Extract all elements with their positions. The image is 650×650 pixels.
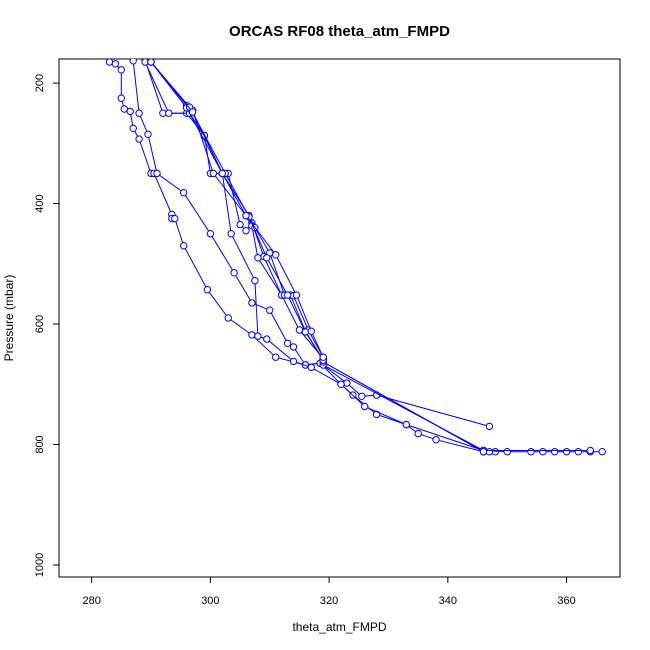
- data-point: [206, 230, 215, 238]
- data-point: [147, 59, 155, 66]
- data-point: [432, 436, 440, 444]
- data-point: [135, 135, 143, 143]
- y-tick-label: 800: [34, 435, 46, 453]
- data-point: [135, 109, 143, 117]
- data-point: [126, 107, 134, 116]
- data-point: [295, 326, 304, 334]
- series-8: [147, 59, 327, 361]
- data-point: [218, 169, 227, 178]
- data-point: [551, 448, 559, 456]
- data-point: [129, 59, 137, 65]
- series-line: [150, 61, 484, 453]
- data-point: [414, 429, 422, 438]
- axis-ticks: 280 300 320 340 360 200 400 600 800 1000: [34, 74, 576, 607]
- y-tick-label: 600: [34, 315, 46, 333]
- data-point: [263, 335, 271, 343]
- plot-frame: [58, 58, 621, 578]
- data-point: [242, 211, 250, 220]
- data-point: [479, 448, 488, 456]
- data-point: [248, 299, 256, 307]
- data-point: [117, 66, 126, 74]
- data-point: [230, 269, 238, 277]
- data-point: [343, 379, 351, 387]
- series-6: [147, 59, 488, 456]
- series-line: [109, 61, 496, 453]
- x-tick-label: 360: [557, 595, 575, 607]
- data-point: [319, 353, 327, 361]
- x-tick-label: 300: [201, 595, 219, 607]
- data-point: [263, 254, 271, 262]
- data-point: [180, 189, 188, 197]
- data-point: [307, 327, 315, 335]
- data-point: [254, 254, 262, 262]
- data-point: [129, 124, 137, 133]
- data-point: [117, 94, 126, 102]
- data-point: [171, 214, 179, 223]
- data-point: [361, 402, 369, 411]
- data-point: [224, 314, 232, 322]
- data-point: [307, 363, 315, 372]
- data-point: [598, 448, 606, 456]
- data-point: [203, 286, 212, 294]
- chart-title: ORCAS RF08 theta_atm_FMPD: [229, 23, 450, 40]
- data-point: [165, 109, 173, 117]
- series-line: [150, 61, 324, 358]
- data-point: [180, 242, 188, 250]
- data-point: [283, 291, 292, 299]
- y-tick-label: 200: [34, 74, 46, 92]
- data-point: [301, 328, 310, 336]
- data-point: [539, 448, 547, 456]
- data-point: [402, 420, 410, 429]
- x-tick-label: 340: [439, 595, 457, 607]
- plot-area: [105, 59, 606, 456]
- series-5: [147, 59, 594, 455]
- series-line: [150, 61, 591, 451]
- series-4: [141, 59, 494, 456]
- data-point: [248, 331, 256, 339]
- data-point: [337, 380, 345, 388]
- y-axis-label: Pressure (mbar): [2, 275, 16, 362]
- data-point: [485, 422, 494, 431]
- data-point: [283, 339, 292, 347]
- data-point: [242, 227, 250, 235]
- data-point: [562, 448, 571, 456]
- data-point: [251, 277, 259, 285]
- data-point: [144, 130, 152, 139]
- data-point: [254, 332, 262, 340]
- series-1: [105, 59, 499, 456]
- data-point: [153, 169, 161, 178]
- data-point: [292, 291, 301, 299]
- data-point: [586, 446, 594, 455]
- data-point: [111, 60, 120, 68]
- data-point: [527, 448, 535, 456]
- data-point: [272, 353, 280, 361]
- data-point: [358, 392, 366, 400]
- data-point: [503, 448, 511, 456]
- x-axis-label: theta_atm_FMPD: [292, 620, 386, 634]
- x-tick-label: 320: [320, 595, 338, 607]
- y-tick-label: 400: [34, 194, 46, 212]
- data-point: [289, 343, 298, 351]
- data-point: [272, 251, 280, 259]
- data-point: [574, 448, 583, 456]
- data-point: [227, 230, 235, 238]
- y-tick-label: 1000: [34, 553, 46, 577]
- series-2: [129, 59, 494, 431]
- data-point: [188, 108, 197, 116]
- x-tick-label: 280: [82, 595, 100, 607]
- data-point: [209, 169, 218, 178]
- data-point: [236, 220, 244, 229]
- data-point: [266, 306, 274, 314]
- data-point: [289, 357, 298, 366]
